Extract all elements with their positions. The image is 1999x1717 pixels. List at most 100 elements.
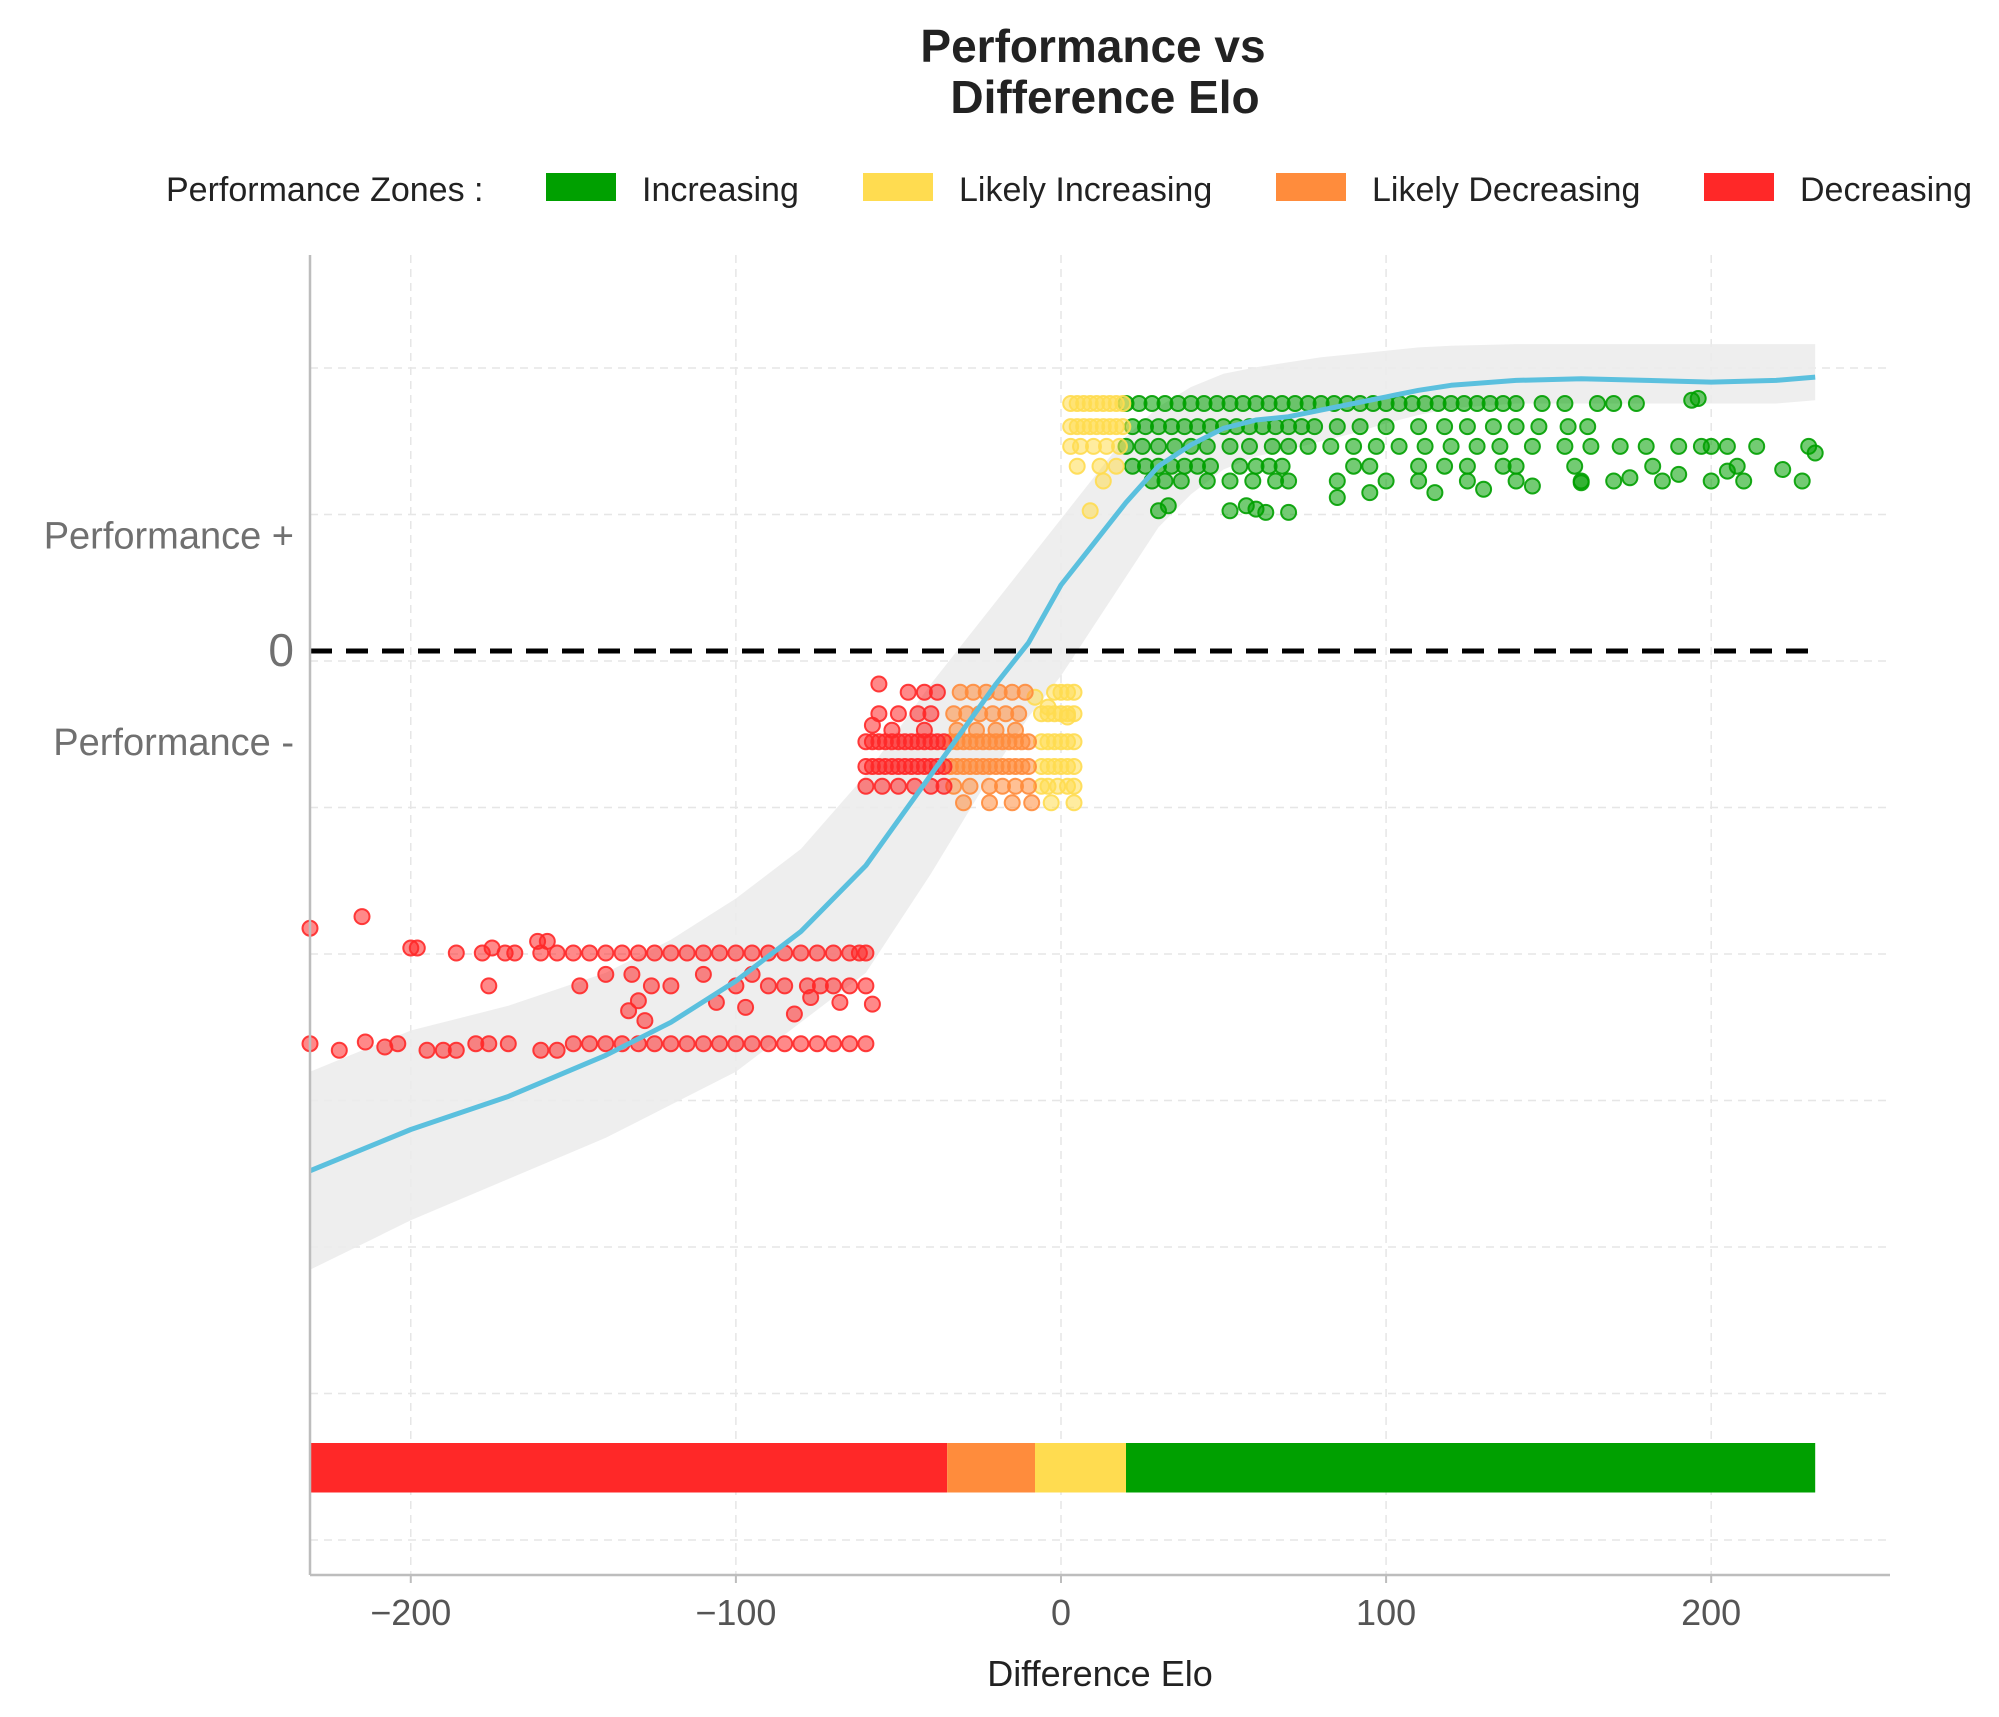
point-increasing bbox=[1322, 437, 1340, 455]
point-decreasing bbox=[564, 1035, 582, 1053]
point-decreasing bbox=[353, 908, 371, 926]
point-decreasing bbox=[678, 944, 696, 962]
point-increasing bbox=[1559, 418, 1577, 436]
point-increasing bbox=[1257, 503, 1275, 521]
point-increasing bbox=[1280, 437, 1298, 455]
point-decreasing bbox=[915, 721, 933, 739]
x-tick-label: 200 bbox=[1681, 1592, 1741, 1633]
point-likely-increasing bbox=[1065, 683, 1083, 701]
point-likely-decreasing bbox=[1016, 683, 1034, 701]
point-decreasing bbox=[776, 1035, 794, 1053]
point-likely-decreasing bbox=[1020, 777, 1037, 795]
point-decreasing bbox=[581, 944, 599, 962]
point-decreasing bbox=[532, 944, 550, 962]
point-decreasing bbox=[824, 944, 842, 962]
point-decreasing bbox=[389, 1035, 407, 1053]
point-decreasing bbox=[662, 1035, 680, 1053]
x-tick-label: 0 bbox=[1051, 1592, 1071, 1633]
legend-label-decreasing: Decreasing bbox=[1800, 171, 1972, 209]
point-increasing bbox=[1299, 437, 1317, 455]
point-increasing bbox=[1718, 462, 1736, 480]
point-increasing bbox=[1468, 437, 1486, 455]
legend-label-likely-decreasing: Likely Decreasing bbox=[1372, 171, 1640, 209]
point-decreasing bbox=[889, 705, 907, 723]
point-decreasing bbox=[743, 944, 761, 962]
x-axis-label: Difference Elo bbox=[987, 1653, 1212, 1694]
legend-swatch-decreasing bbox=[1704, 173, 1774, 201]
point-decreasing bbox=[623, 965, 641, 983]
point-decreasing bbox=[694, 1035, 712, 1053]
point-increasing bbox=[1377, 418, 1395, 436]
point-increasing bbox=[1507, 457, 1525, 475]
point-increasing bbox=[1150, 437, 1167, 455]
point-likely-increasing bbox=[1068, 457, 1086, 475]
point-likely-increasing bbox=[1065, 758, 1083, 775]
point-increasing bbox=[1566, 457, 1584, 475]
point-decreasing bbox=[646, 944, 664, 962]
point-likely-increasing bbox=[1059, 708, 1076, 726]
point-likely-decreasing bbox=[1010, 705, 1028, 723]
point-decreasing bbox=[824, 977, 842, 995]
point-likely-increasing bbox=[1114, 395, 1132, 412]
point-likely-increasing bbox=[1065, 733, 1083, 751]
point-likely-decreasing bbox=[987, 721, 1005, 739]
point-increasing bbox=[1328, 472, 1346, 490]
point-increasing bbox=[1410, 418, 1428, 436]
point-increasing bbox=[1280, 503, 1298, 521]
x-tick-label: −200 bbox=[370, 1592, 451, 1633]
point-increasing bbox=[1198, 472, 1216, 490]
point-likely-decreasing bbox=[955, 794, 972, 812]
point-increasing bbox=[1133, 437, 1151, 455]
point-increasing bbox=[1702, 472, 1720, 490]
point-decreasing bbox=[785, 1005, 803, 1023]
point-increasing bbox=[1244, 472, 1262, 490]
point-decreasing bbox=[447, 944, 465, 962]
point-decreasing bbox=[857, 1035, 875, 1053]
point-increasing bbox=[1621, 469, 1639, 487]
legend-swatch-likely-decreasing bbox=[1276, 173, 1346, 201]
point-decreasing bbox=[857, 944, 875, 962]
point-increasing bbox=[1556, 437, 1574, 455]
point-decreasing bbox=[792, 1035, 810, 1053]
point-likely-decreasing bbox=[1020, 733, 1037, 751]
point-increasing bbox=[1202, 457, 1219, 475]
point-likely-decreasing bbox=[1003, 794, 1021, 812]
point-decreasing bbox=[759, 1035, 777, 1053]
point-decreasing bbox=[808, 1035, 826, 1053]
point-decreasing bbox=[662, 944, 680, 962]
point-increasing bbox=[1458, 418, 1476, 436]
point-decreasing bbox=[711, 1035, 729, 1053]
point-likely-increasing bbox=[1065, 777, 1083, 795]
point-likely-increasing bbox=[1094, 472, 1112, 490]
zone-bar-decreasing bbox=[310, 1443, 948, 1493]
grid bbox=[310, 255, 1890, 1575]
point-decreasing bbox=[863, 716, 881, 734]
point-increasing bbox=[1306, 418, 1324, 436]
legend-title: Performance Zones : bbox=[166, 171, 483, 209]
point-likely-decreasing bbox=[1020, 758, 1037, 775]
point-increasing bbox=[1351, 418, 1369, 436]
point-increasing bbox=[1458, 472, 1476, 490]
point-increasing bbox=[1572, 474, 1590, 492]
y-tick-label: 0 bbox=[268, 624, 294, 676]
point-increasing bbox=[1328, 489, 1346, 506]
point-increasing bbox=[1328, 418, 1346, 436]
point-increasing bbox=[1361, 457, 1379, 475]
point-increasing bbox=[1670, 437, 1688, 455]
point-decreasing bbox=[646, 1035, 664, 1053]
point-decreasing bbox=[873, 777, 891, 795]
point-decreasing bbox=[776, 977, 794, 995]
point-increasing bbox=[1491, 437, 1509, 455]
point-increasing bbox=[1150, 502, 1167, 520]
point-increasing bbox=[1670, 465, 1688, 483]
point-increasing bbox=[1507, 418, 1525, 436]
point-increasing bbox=[1507, 395, 1525, 412]
chart-title-line-1: Performance vs bbox=[920, 20, 1265, 72]
point-decreasing bbox=[678, 1035, 696, 1053]
point-decreasing bbox=[620, 1002, 638, 1020]
point-decreasing bbox=[629, 944, 647, 962]
point-decreasing bbox=[889, 777, 907, 795]
point-decreasing bbox=[418, 1041, 436, 1059]
point-increasing bbox=[1748, 437, 1766, 455]
point-increasing bbox=[1221, 472, 1239, 490]
